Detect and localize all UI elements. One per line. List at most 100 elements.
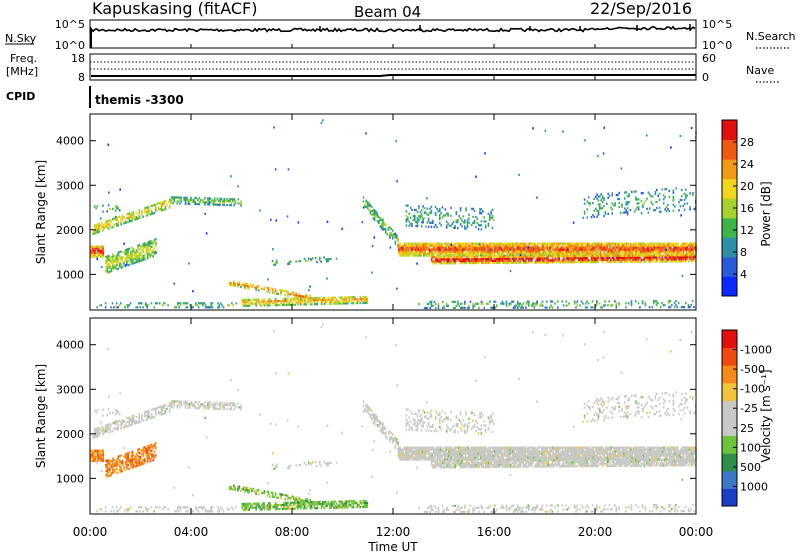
power-cell xyxy=(653,254,656,257)
power-cell xyxy=(323,298,325,301)
power-cell xyxy=(511,300,513,303)
power-cell xyxy=(691,242,693,245)
power-cell xyxy=(629,260,632,263)
power-cell xyxy=(646,258,648,261)
power-cell xyxy=(568,257,570,260)
power-cell xyxy=(541,248,543,251)
power-cell xyxy=(115,215,117,218)
power-cell xyxy=(389,234,391,237)
power-cell xyxy=(327,296,330,299)
velocity-cell xyxy=(131,464,134,467)
velocity-cell xyxy=(145,410,147,413)
power-cell xyxy=(585,250,588,253)
power-cell xyxy=(591,244,593,247)
colorbar-segment xyxy=(722,217,737,238)
power-cell xyxy=(678,258,680,261)
power-cell xyxy=(601,260,604,264)
velocity-cell xyxy=(205,405,208,408)
power-cell xyxy=(617,250,620,253)
power-cell xyxy=(416,246,418,249)
power-cell xyxy=(120,264,122,267)
velocity-cell xyxy=(319,500,321,504)
power-cell xyxy=(106,220,108,223)
velocity-cell xyxy=(283,507,285,511)
power-cell xyxy=(213,199,216,202)
velocity-cell xyxy=(295,501,298,504)
power-cell xyxy=(123,251,125,254)
power-cell xyxy=(682,244,685,247)
velocity-cell xyxy=(274,508,277,511)
power-cell xyxy=(400,254,403,257)
power-cell xyxy=(259,304,262,307)
power-cell xyxy=(491,248,493,251)
power-cell xyxy=(515,255,518,258)
velocity-cell xyxy=(112,471,114,474)
power-cell xyxy=(496,244,499,247)
power-cell xyxy=(222,306,225,309)
power-cell xyxy=(470,254,472,257)
power-cell xyxy=(149,242,152,245)
velocity-cell xyxy=(120,427,122,430)
power-cell xyxy=(615,304,618,307)
power-cell xyxy=(690,260,693,263)
power-cell xyxy=(178,302,180,305)
power-cell xyxy=(579,304,581,307)
power-cell xyxy=(528,250,531,253)
power-cell xyxy=(106,267,109,270)
power-cell xyxy=(100,225,103,229)
velocity-cell xyxy=(267,502,270,505)
power-cell xyxy=(92,247,95,250)
power-cell xyxy=(442,248,445,251)
velocity-cell xyxy=(128,422,131,425)
power-cell xyxy=(510,254,513,257)
power-cell xyxy=(577,252,579,255)
power-cell xyxy=(366,205,369,208)
power-cell xyxy=(618,256,620,259)
power-cell xyxy=(539,257,541,260)
power-cell xyxy=(566,304,569,307)
power-cell xyxy=(128,212,131,215)
velocity-cell xyxy=(176,406,178,409)
velocity-cell xyxy=(155,454,157,457)
power-cell xyxy=(238,202,241,205)
power-cell xyxy=(464,262,466,265)
power-cell xyxy=(298,292,300,295)
power-cell xyxy=(596,250,599,253)
velocity-cell xyxy=(277,496,280,499)
power-cell xyxy=(306,296,309,299)
velocity-cell xyxy=(157,410,160,413)
power-cell xyxy=(447,222,449,225)
power-cell xyxy=(677,302,680,305)
velocity-cell xyxy=(93,432,96,435)
power-cell xyxy=(218,306,221,309)
power-cell xyxy=(148,207,150,210)
power-cell xyxy=(559,252,561,255)
power-cell xyxy=(448,244,450,247)
velocity-cell xyxy=(310,501,313,504)
power-cell xyxy=(245,298,248,301)
power-cell xyxy=(113,254,116,258)
velocity-cell xyxy=(126,456,128,459)
power-cell xyxy=(617,258,619,261)
velocity-cell xyxy=(245,502,248,505)
power-cell xyxy=(586,252,589,255)
power-cell xyxy=(448,242,450,245)
power-cell xyxy=(636,260,638,263)
velocity-cell xyxy=(120,423,122,426)
power-cell xyxy=(380,218,383,222)
velocity-cell xyxy=(179,406,181,409)
velocity-cell xyxy=(148,458,150,461)
power-cell xyxy=(677,244,679,247)
power-cell xyxy=(309,303,312,306)
power-cell xyxy=(131,256,134,259)
power-cell xyxy=(445,250,447,253)
power-cell xyxy=(438,250,440,253)
velocity-cell xyxy=(187,404,190,407)
velocity-cell xyxy=(180,404,183,407)
power-cell xyxy=(592,213,594,217)
power-cell xyxy=(138,260,141,263)
velocity-cell xyxy=(302,501,305,504)
power-cell xyxy=(597,195,600,198)
power-cell xyxy=(625,211,627,214)
power-cell xyxy=(480,228,483,231)
